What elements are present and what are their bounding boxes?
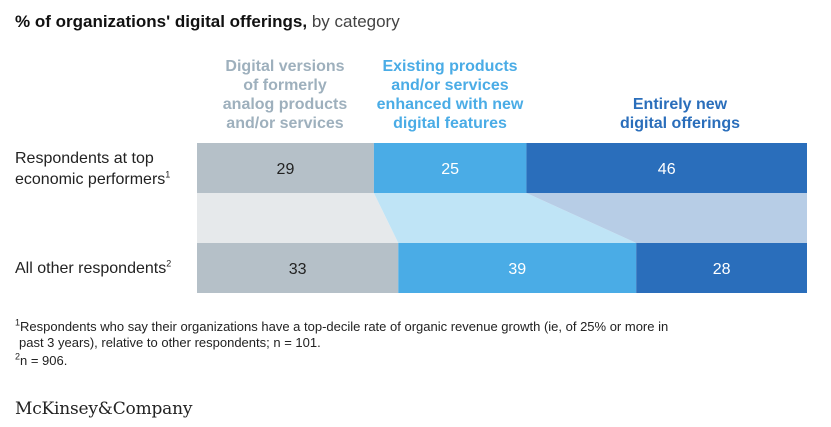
footnote-text: n = 906. bbox=[20, 353, 68, 368]
column-header-line: digital offerings bbox=[620, 115, 740, 132]
column-header-entirely-new: Entirely new digital offerings bbox=[580, 95, 780, 133]
column-header-line: and/or services bbox=[226, 115, 344, 132]
bar-value-label: 39 bbox=[508, 261, 526, 278]
bar-value-label: 33 bbox=[289, 261, 307, 278]
bar-segment bbox=[197, 143, 374, 193]
column-header-line: enhanced with new bbox=[376, 96, 524, 113]
chart-title-sub: by category bbox=[307, 12, 400, 31]
column-header-line: digital features bbox=[393, 115, 507, 132]
row-label-line: economic performers bbox=[15, 171, 166, 188]
bar-value-label: 28 bbox=[713, 261, 731, 278]
footnote-ref: 1 bbox=[165, 169, 171, 180]
column-header-line: and/or services bbox=[391, 77, 509, 94]
mckinsey-logo: McKinsey&Company bbox=[15, 399, 193, 419]
row-label-top-performers: Respondents at top economic performers1 bbox=[15, 148, 170, 190]
bar-segment bbox=[526, 143, 807, 193]
row-label-line: Respondents at top bbox=[15, 150, 154, 167]
bar-segment bbox=[636, 243, 807, 293]
bar-value-label: 25 bbox=[441, 161, 459, 178]
chart-title: % of organizations' digital offerings, b… bbox=[15, 12, 400, 32]
column-header-line: Existing products bbox=[382, 58, 518, 75]
footnote-text: Respondents who say their organizations … bbox=[20, 319, 669, 334]
column-header-line: analog products bbox=[222, 96, 348, 113]
footnote-2: 2n = 906. bbox=[15, 351, 68, 369]
row-label-line: All other respondents bbox=[15, 260, 167, 277]
footnote-text: past 3 years), relative to other respond… bbox=[19, 335, 321, 350]
column-header-line: of formerly bbox=[243, 77, 327, 94]
bar-segment bbox=[197, 243, 399, 293]
connector-band bbox=[197, 193, 399, 243]
footnote-ref: 2 bbox=[166, 258, 172, 269]
column-header-line: Entirely new bbox=[632, 96, 728, 113]
connector-band bbox=[526, 193, 807, 243]
row-label-all-others: All other respondents2 bbox=[15, 258, 171, 279]
bar-value-label: 29 bbox=[277, 161, 295, 178]
column-header-enhanced-products: Existing products and/or services enhanc… bbox=[360, 57, 540, 133]
footnote-mark: 2 bbox=[15, 351, 21, 362]
column-header-line: Digital versions bbox=[225, 58, 345, 75]
connector-band bbox=[373, 193, 637, 243]
bar-value-label: 46 bbox=[658, 161, 676, 178]
bar-segment bbox=[398, 243, 637, 293]
footnote-1: 1Respondents who say their organizations… bbox=[15, 317, 669, 351]
chart-title-main: % of organizations' digital offerings, bbox=[15, 12, 308, 31]
footnote-mark: 1 bbox=[15, 317, 21, 328]
bar-segment bbox=[373, 143, 527, 193]
column-header-digital-versions: Digital versions of formerly analog prod… bbox=[197, 57, 373, 133]
